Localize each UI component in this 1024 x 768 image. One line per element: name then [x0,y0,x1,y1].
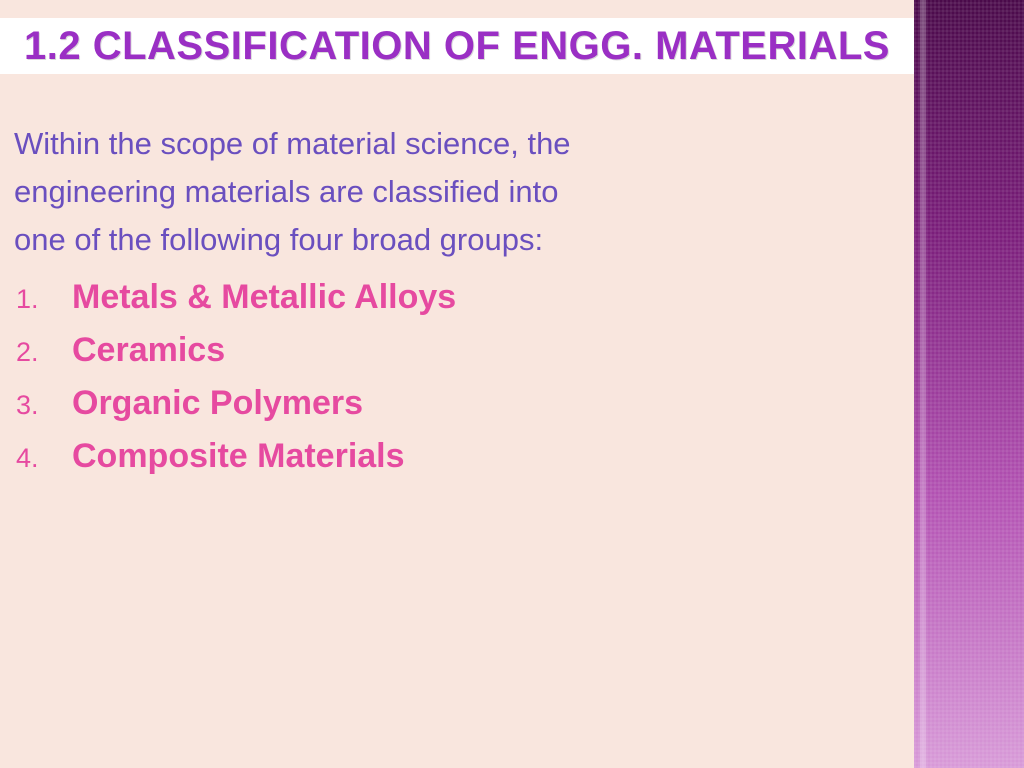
list-item: 3. Organic Polymers [14,384,894,423]
list-item: 4. Composite Materials [14,437,894,476]
list-item: 2. Ceramics [14,331,894,370]
content-area: Within the scope of material science, th… [14,120,894,476]
list-item-number: 4. [14,443,72,474]
intro-line-3: one of the following four broad groups: [14,216,894,264]
list-item-label: Metals & Metallic Alloys [72,278,456,317]
decorative-side-band [914,0,1024,768]
list-item-label: Ceramics [72,331,225,370]
intro-line-2: engineering materials are classified int… [14,168,894,216]
classification-list: 1. Metals & Metallic Alloys 2. Ceramics … [14,278,894,476]
list-item-label: Organic Polymers [72,384,363,423]
title-bar: 1.2 CLASSIFICATION OF ENGG. MATERIALS [0,18,914,74]
list-item-number: 1. [14,284,72,315]
list-item-number: 2. [14,337,72,368]
intro-line-1: Within the scope of material science, th… [14,120,894,168]
list-item: 1. Metals & Metallic Alloys [14,278,894,317]
list-item-number: 3. [14,390,72,421]
slide-title: 1.2 CLASSIFICATION OF ENGG. MATERIALS [24,24,890,69]
slide: 1.2 CLASSIFICATION OF ENGG. MATERIALS Wi… [0,0,1024,768]
list-item-label: Composite Materials [72,437,405,476]
